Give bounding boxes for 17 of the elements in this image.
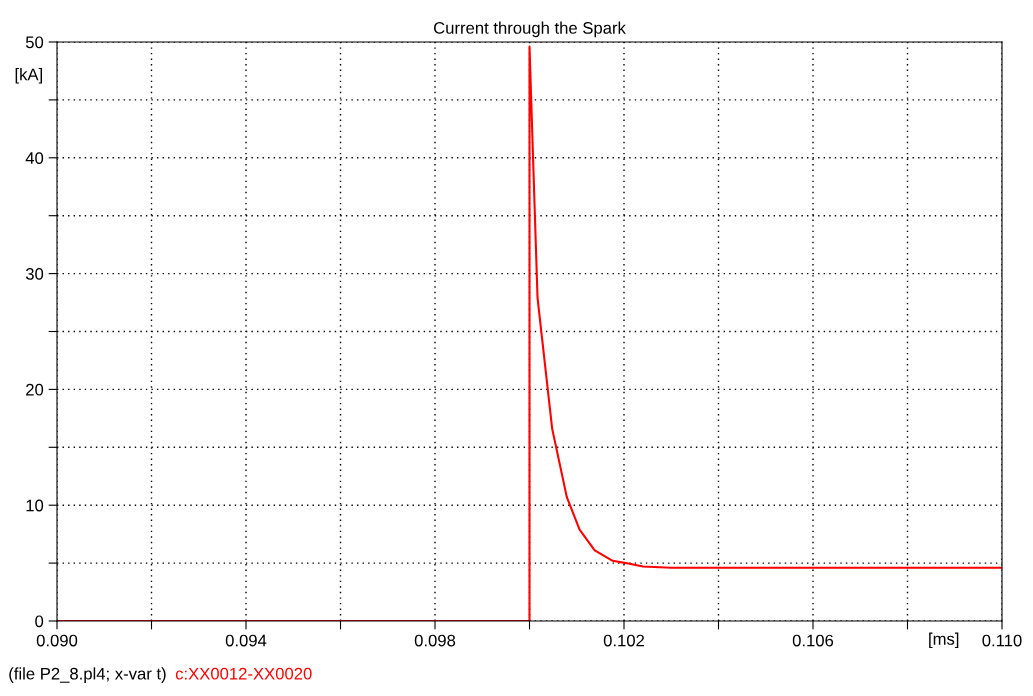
y-tick-label: 50	[25, 36, 44, 49]
x-tick-label: 0.094	[225, 634, 267, 647]
x-tick-label: 0.102	[603, 634, 645, 647]
y-tick-label: 30	[25, 268, 44, 280]
x-tick-label: 0.106	[792, 634, 834, 647]
x-tick-label: 0.110	[982, 634, 1022, 647]
y-tick-label: 40	[25, 152, 44, 164]
x-tick-label: 0.098	[414, 634, 456, 647]
y-tick-label: 20	[26, 383, 44, 396]
y-tick-label: 10	[26, 499, 44, 512]
x-tick-label: 0.090	[36, 634, 78, 647]
chart-title: Current through the Spark	[434, 21, 626, 38]
y-tick-label: 0	[35, 615, 44, 628]
y-axis-title: [kA]	[15, 68, 42, 84]
text: c:XX0012-XX0020	[175, 667, 312, 680]
text: (file P2_8.pl4; x-var t)	[9, 667, 166, 683]
x-axis-title: [ms]	[929, 632, 959, 649]
